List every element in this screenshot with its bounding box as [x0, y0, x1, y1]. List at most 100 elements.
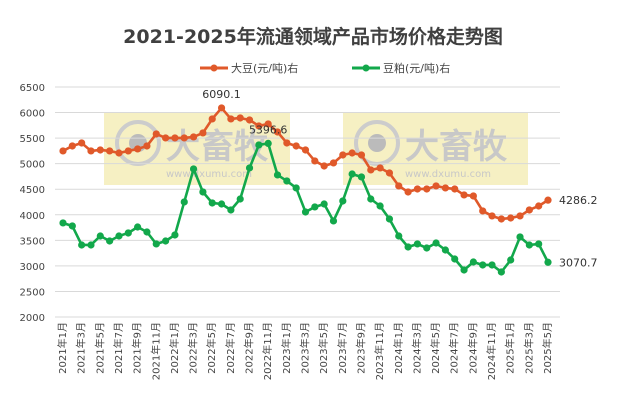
series-soymeal: 5396.6 3070.7	[59, 123, 598, 276]
data-point	[469, 192, 477, 200]
y-tick-label: 4500	[20, 185, 45, 196]
data-point	[236, 114, 244, 122]
data-point	[367, 195, 375, 203]
x-axis: 2021年1月 2021年3月 2021年5月 2021年7月 2021年9月 2021年…	[56, 322, 554, 380]
data-point	[339, 197, 347, 205]
data-point	[189, 165, 198, 173]
data-point	[68, 142, 76, 150]
x-tick-label: 2024年1月	[392, 322, 405, 374]
y-axis: 2000 2500 3000 3500 4000 4500 5000 5500 6000 6500	[20, 83, 45, 324]
data-point	[320, 200, 328, 208]
data-label: 3070.7	[559, 256, 598, 269]
data-point	[245, 116, 254, 124]
data-point	[320, 162, 328, 170]
data-point	[189, 133, 198, 141]
x-tick-label: 2025年1月	[504, 322, 517, 374]
data-point	[395, 232, 403, 240]
data-point	[544, 258, 552, 266]
data-point	[78, 139, 86, 147]
data-point	[124, 147, 132, 155]
x-tick-label: 2022年1月	[168, 322, 181, 374]
watermark	[104, 112, 528, 185]
data-point	[441, 184, 450, 192]
data-point	[264, 120, 272, 128]
data-point	[301, 208, 310, 216]
data-point	[115, 149, 123, 157]
data-point	[488, 212, 496, 220]
data-point	[479, 207, 487, 215]
data-point	[357, 151, 366, 159]
data-point	[96, 232, 104, 240]
data-point	[516, 233, 524, 241]
x-tick-label: 2021年11月	[149, 322, 162, 380]
x-tick-label: 2022年9月	[243, 322, 256, 374]
data-point	[535, 240, 543, 248]
y-tick-label: 6500	[20, 83, 45, 94]
data-point	[264, 139, 272, 147]
data-label: 4286.2	[559, 194, 598, 207]
data-point	[413, 240, 422, 248]
data-point	[385, 169, 394, 177]
data-point	[292, 142, 300, 150]
legend-label: 大豆(元/吨)右	[231, 61, 298, 75]
data-point	[115, 232, 123, 240]
data-point	[507, 256, 515, 264]
x-tick-label: 2024年5月	[429, 322, 442, 374]
series-group: 6090.1 4286.2 5396.6 3070.7	[59, 88, 598, 276]
data-point	[451, 185, 459, 193]
data-point	[507, 214, 515, 222]
data-point	[283, 177, 291, 185]
data-point	[451, 255, 459, 263]
data-point	[311, 203, 319, 211]
x-tick-label: 2024年9月	[466, 322, 479, 374]
data-point	[236, 195, 244, 203]
x-tick-label: 2023年7月	[336, 322, 349, 374]
x-tick-label: 2023年5月	[317, 322, 330, 374]
data-point	[376, 202, 384, 210]
data-point	[171, 231, 179, 239]
legend-item: 豆粕(元/吨)右	[352, 61, 450, 75]
x-tick-label: 2021年3月	[75, 322, 88, 374]
y-tick-label: 3000	[20, 262, 45, 273]
data-label: 5396.6	[249, 123, 288, 136]
x-tick-label: 2022年11月	[261, 322, 274, 380]
x-tick-label: 2022年5月	[205, 322, 218, 374]
data-point	[208, 199, 216, 207]
data-point	[87, 147, 95, 155]
data-point	[367, 166, 375, 174]
data-point	[292, 184, 300, 192]
data-point	[544, 196, 552, 204]
data-point	[301, 146, 310, 154]
data-point	[273, 128, 282, 136]
data-point	[329, 159, 338, 167]
y-tick-label: 4000	[20, 211, 45, 222]
legend: 大豆(元/吨)右 豆粕(元/吨)右	[200, 61, 450, 75]
legend-label: 豆粕(元/吨)右	[383, 61, 450, 75]
x-tick-label: 2024年11月	[485, 322, 498, 380]
data-point	[106, 147, 114, 155]
data-point	[525, 241, 533, 249]
data-point	[497, 215, 505, 223]
data-point	[134, 145, 142, 153]
data-label: 6090.1	[202, 88, 241, 101]
data-point	[460, 266, 468, 274]
legend-item: 大豆(元/吨)右	[200, 61, 298, 75]
x-tick-label: 2022年7月	[224, 322, 237, 374]
data-point	[143, 228, 151, 236]
x-tick-label: 2024年3月	[410, 322, 423, 374]
data-point	[217, 104, 226, 112]
data-point	[171, 134, 179, 142]
data-point	[180, 134, 188, 142]
y-tick-label: 3500	[20, 236, 45, 247]
data-point	[255, 122, 263, 130]
data-point	[441, 246, 450, 254]
data-point	[87, 241, 95, 249]
y-tick-label: 2000	[20, 313, 45, 324]
x-tick-label: 2025年3月	[522, 322, 535, 374]
data-point	[348, 170, 356, 178]
data-point	[413, 185, 422, 193]
chart-title: 2021-2025年流通领域产品市场价格走势图	[123, 25, 503, 48]
data-point	[106, 237, 114, 245]
data-point	[199, 129, 207, 137]
